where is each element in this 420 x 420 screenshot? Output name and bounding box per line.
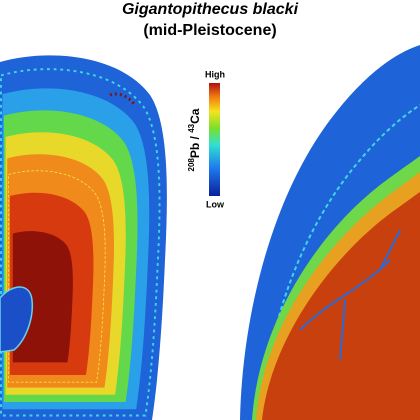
label-text: Ca [188, 108, 202, 124]
subtitle: (mid-Pleistocene) [143, 22, 276, 39]
colorbar-high: High [205, 69, 225, 79]
left-tooth-map [0, 55, 167, 420]
label-sup: 208 [187, 158, 196, 172]
label-text: Pb / [188, 133, 202, 158]
colorbar-label: 208Pb / 43Ca [187, 108, 203, 171]
label-sup: 43 [187, 123, 196, 132]
colorbar: High Low 208Pb / 43Ca [187, 69, 225, 209]
title: Gigantopithecus blacki [122, 1, 299, 18]
colorbar-low: Low [206, 199, 225, 209]
colorbar-gradient [209, 83, 220, 196]
right-tooth-map [240, 45, 420, 420]
